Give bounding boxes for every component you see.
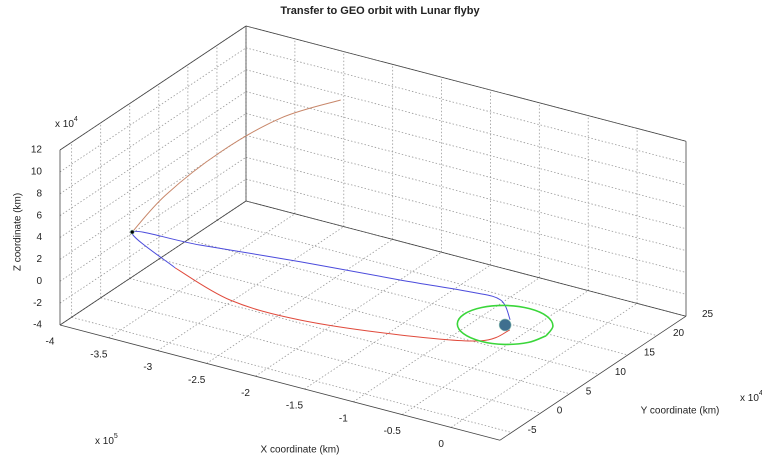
box-edge [59, 324, 501, 441]
grid-layer: -4-3.5-3-2.5-2-1.5-1-0.50-50510152025-4-… [31, 25, 714, 450]
x-tick-label: -0.5 [384, 426, 402, 437]
grid-line [59, 47, 247, 173]
chart-title: Transfer to GEO orbit with Lunar flyby [280, 5, 480, 17]
grid-line [59, 156, 247, 282]
grid-line [245, 156, 687, 273]
grid-line [129, 278, 570, 395]
grid-line [206, 239, 393, 364]
grid-line [255, 251, 442, 377]
x-tick-label: -3.5 [90, 349, 108, 360]
grid-line [108, 213, 296, 339]
z-tick-label: -4 [33, 320, 42, 331]
exponent-base: x 10 [740, 393, 759, 404]
grid-line [402, 290, 589, 415]
z-tick-label: 6 [36, 210, 42, 221]
data-layer [129, 99, 554, 346]
data-line [456, 304, 554, 346]
x-tick-label: -1 [339, 413, 348, 424]
box-edge [245, 200, 687, 317]
x-tick-label: -1.5 [286, 401, 304, 412]
exponent-power: 5 [114, 433, 118, 440]
x-exponent: x 105 [95, 433, 118, 447]
x-axis-title: X coordinate (km) [261, 445, 340, 456]
exponent-power: 4 [74, 116, 78, 123]
grid-line [71, 316, 512, 433]
data-line [131, 230, 511, 320]
y-tick-label: 5 [586, 386, 592, 397]
grid-line [245, 178, 687, 295]
z-tick-label: 12 [31, 145, 43, 156]
y-tick-label: 10 [615, 367, 627, 378]
z-tick-label: 0 [36, 276, 42, 287]
y-tick-label: 0 [557, 406, 563, 417]
grid-line [245, 113, 687, 230]
box-edge [245, 25, 687, 142]
exponent-power: 4 [759, 390, 762, 397]
grid-line [450, 303, 638, 428]
x-tick-label: -3 [143, 362, 152, 373]
grid-line [245, 91, 687, 208]
grid-line [59, 69, 247, 195]
grid-line [245, 134, 687, 251]
grid-line [59, 113, 247, 238]
y-axis-title: Y coordinate (km) [641, 406, 720, 417]
box-edge [499, 315, 687, 441]
data-point [498, 318, 512, 332]
x-tick-label: -2 [241, 388, 250, 399]
x-tick-label: -4 [46, 337, 55, 348]
z-tick-label: -2 [33, 298, 42, 309]
grid-line [157, 226, 344, 351]
grid-line [158, 258, 599, 375]
z-tick-label: 10 [31, 167, 43, 178]
grid-line [245, 69, 687, 186]
z-exponent: x 104 [55, 116, 78, 130]
y-tick-label: 25 [702, 309, 714, 320]
data-line [131, 99, 341, 233]
y-tick-label: 20 [673, 328, 685, 339]
grid-line [245, 47, 687, 164]
y-tick-label: -5 [528, 425, 537, 436]
grid-line [59, 91, 247, 216]
grid-line [59, 178, 247, 304]
z-tick-label: 2 [36, 254, 42, 265]
z-tick-label: 8 [36, 188, 42, 199]
x-tick-label: -2.5 [188, 375, 206, 386]
z-axis-title: Z coordinate (km) [13, 193, 24, 271]
grid-line [187, 239, 628, 356]
data-point [129, 229, 135, 235]
box-edge [59, 25, 247, 151]
grid-line [353, 277, 540, 403]
exponent-base: x 10 [55, 119, 74, 130]
grid-line [100, 297, 541, 414]
y-tick-label: 15 [644, 348, 656, 359]
exponent-base: x 10 [95, 436, 114, 447]
z-tick-label: 4 [36, 232, 42, 243]
y-exponent: x 104 [740, 390, 762, 404]
x-tick-label: 0 [438, 439, 444, 450]
box-edge [59, 200, 247, 326]
grid-line [216, 219, 658, 336]
grid-line [304, 264, 491, 390]
